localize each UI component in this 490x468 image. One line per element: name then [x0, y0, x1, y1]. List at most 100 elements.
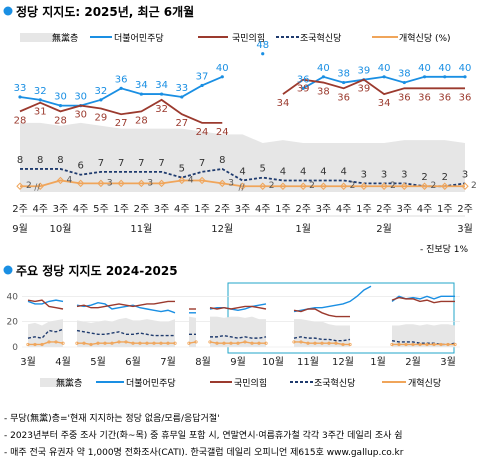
rebuild-value-label: 8: [219, 155, 225, 166]
dp-value-label: 38: [337, 69, 350, 80]
legend2-reform-label: 개혁신당: [408, 378, 441, 389]
reform-point: [250, 341, 254, 345]
dp-value-label: 40: [317, 63, 330, 74]
y-tick-label: 0: [12, 343, 18, 353]
reform-value-label: 2: [390, 181, 396, 191]
reform-point: [446, 342, 450, 347]
reform-value-label: 4: [66, 175, 72, 185]
rebuild-value-label: 8: [37, 155, 43, 166]
x-week-label: 2주: [457, 204, 473, 215]
axis-break-mark: //: [239, 183, 246, 193]
reform-point: [439, 342, 443, 347]
none-area: [77, 317, 175, 347]
ppp-value-label: 29: [95, 112, 108, 123]
dp-value-label: 40: [459, 63, 472, 74]
chart1-note: - 진보당 1%: [420, 244, 469, 255]
reform-point: [279, 182, 287, 190]
dp-point: [261, 52, 265, 56]
reform-point: [47, 340, 51, 344]
legend2-rebuild-label: 조국혁신당: [314, 378, 355, 389]
ppp-line: [391, 296, 455, 304]
y-tick-label: 20: [7, 318, 19, 328]
dp-value-label: 36: [115, 74, 128, 85]
dp-value-label: 48: [256, 40, 269, 51]
reform-point: [110, 341, 114, 345]
none-area: [28, 319, 63, 347]
x-month-label: 2월: [376, 223, 392, 235]
rebuild-line: [20, 168, 466, 188]
rebuild-value-label: 3: [462, 169, 468, 180]
reform-point: [259, 182, 267, 190]
ppp-line: [27, 299, 64, 310]
rebuild-line: [27, 328, 64, 339]
dp-point: [38, 98, 42, 102]
reform-point: [61, 341, 65, 345]
chart1-title: 정당 지지도: 2025년, 최근 6개월: [16, 4, 194, 19]
dp-point: [422, 75, 427, 79]
x-month-label: 12월: [332, 356, 354, 368]
dp-point: [382, 75, 386, 79]
reform-line: [209, 341, 266, 344]
rebuild-line: [293, 336, 351, 342]
reform-point: [257, 341, 261, 345]
x-month-label: 2월: [405, 356, 421, 368]
title-bullet-icon: [3, 265, 13, 275]
rebuild-value-label: 3: [401, 169, 407, 180]
dp-point: [119, 86, 123, 90]
reform-point: [292, 340, 296, 344]
reform-point: [82, 341, 86, 345]
x-month-label: 1월: [295, 223, 311, 235]
legend2-none-label: 無黨층: [56, 377, 82, 389]
x-month-label: 3월: [20, 356, 36, 368]
rebuild-value-label: 7: [98, 158, 104, 169]
reform-point: [89, 342, 93, 347]
rebuild-value-label: 5: [260, 164, 266, 175]
x-week-label: 3주: [316, 204, 332, 215]
reform-line: [20, 179, 465, 188]
reform-value-label: 2: [309, 181, 315, 191]
dp-line: [76, 301, 176, 314]
x-week-label: 2주: [214, 204, 230, 215]
x-month-label: 12월: [211, 223, 233, 235]
x-month-label: 8월: [195, 356, 211, 368]
reform-point: [152, 341, 156, 345]
reform-point: [138, 341, 142, 345]
dp-point: [321, 75, 326, 79]
x-week-label: 1주: [437, 204, 453, 215]
dp-line: [293, 285, 372, 313]
reform-point: [54, 340, 58, 344]
ppp-value-label: 34: [378, 98, 391, 109]
rebuild-value-label: 4: [300, 166, 306, 177]
rebuild-line: [210, 334, 267, 339]
dp-value-label: 32: [95, 86, 108, 97]
reform-point: [404, 342, 408, 347]
rebuild-value-label: 2: [421, 172, 427, 183]
dp-value-label: 32: [34, 86, 47, 97]
x-month-label: 10월: [49, 223, 71, 235]
dp-point: [159, 92, 164, 96]
dp-point: [139, 92, 143, 96]
reform-point: [97, 179, 105, 188]
reform-point: [96, 341, 100, 345]
ppp-line: [293, 308, 350, 318]
ppp-value-label: 24: [216, 127, 229, 138]
reform-point: [453, 342, 457, 347]
reform-point: [131, 341, 135, 345]
rebuild-value-label: 5: [179, 164, 185, 175]
reform-point: [299, 340, 303, 344]
x-week-label: 1주: [194, 204, 210, 215]
dp-point: [220, 75, 224, 79]
ppp-value-label: 30: [74, 110, 87, 121]
rebuild-value-label: 7: [158, 158, 164, 169]
reform-point: [222, 341, 226, 345]
reform-point: [425, 342, 429, 347]
x-month-label: 5월: [90, 356, 106, 368]
dp-point: [301, 86, 305, 90]
reform-point: [348, 342, 352, 347]
none-area: [210, 316, 266, 347]
x-week-label: 3주: [235, 204, 251, 215]
reform-point: [40, 342, 44, 347]
reform-point: [215, 341, 219, 345]
x-month-label: 3월: [457, 223, 473, 235]
